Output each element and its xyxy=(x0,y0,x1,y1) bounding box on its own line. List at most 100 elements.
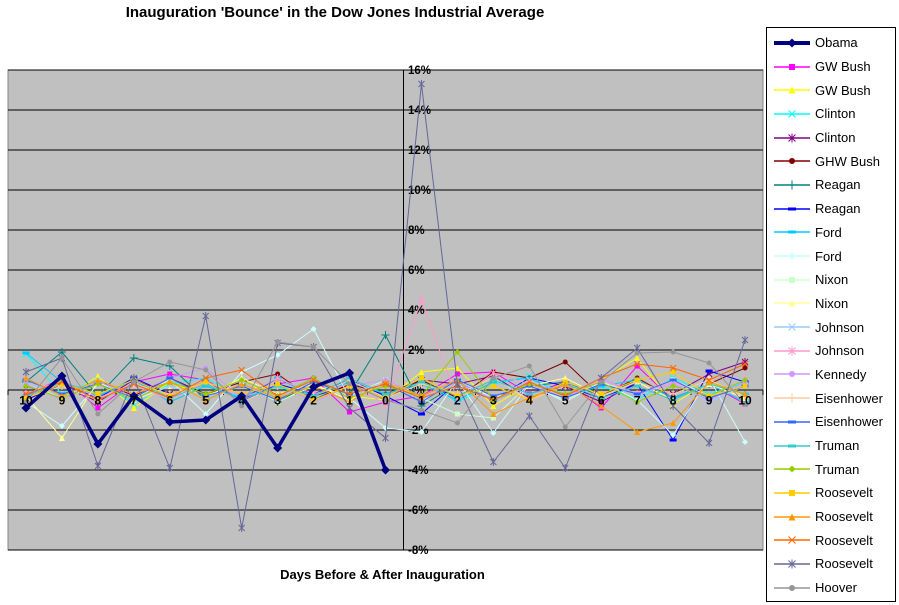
x-tick-label: 0 xyxy=(382,394,389,408)
x-tick-label: 8 xyxy=(670,394,677,408)
x-axis-title: Days Before & After Inauguration xyxy=(280,567,485,582)
x-tick-label: 6 xyxy=(166,394,173,408)
legend-label: Roosevelt xyxy=(815,509,873,525)
legend-line-swatch xyxy=(774,465,810,473)
y-tick-label: 16% xyxy=(408,65,431,77)
legend-line-swatch xyxy=(774,158,810,165)
x-tick-label: 7 xyxy=(130,394,137,408)
legend-item: Kennedy xyxy=(767,363,895,387)
legend-line-swatch xyxy=(774,371,810,378)
legend-item: Roosevelt xyxy=(767,552,895,576)
legend-item: Eisenhower xyxy=(767,386,895,410)
y-tick-label: 6% xyxy=(408,265,425,277)
legend-line-swatch xyxy=(774,444,810,448)
legend-label: Roosevelt xyxy=(815,532,873,548)
legend-label: Nixon xyxy=(815,295,849,311)
y-tick-label: 2% xyxy=(408,345,425,357)
x-tick-label: 5 xyxy=(562,394,569,408)
legend-label: Roosevelt xyxy=(815,485,873,501)
legend-line-swatch xyxy=(774,276,810,283)
legend-label: Johnson xyxy=(815,319,865,335)
legend-item: Johnson xyxy=(767,315,895,339)
legend-label: GW Bush xyxy=(815,82,871,98)
legend-label: GW Bush xyxy=(815,59,871,75)
legend-line-swatch xyxy=(774,536,810,545)
x-tick-label: 9 xyxy=(706,394,713,408)
plot-area: 16%14%12%10%8%6%4%2%0%-2%-4%-6%-8%10 9 8 7 6… xyxy=(7,65,764,557)
legend-item: Roosevelt xyxy=(767,505,895,529)
legend-item: Ford xyxy=(767,221,895,245)
legend-item: Hoover xyxy=(767,576,895,600)
x-tick-label: 10 xyxy=(19,394,33,408)
legend-label: Eisenhower xyxy=(815,414,883,430)
legend-item: Roosevelt xyxy=(767,481,895,505)
legend-item: Reagan xyxy=(767,197,895,221)
x-tick-label: 1 xyxy=(346,394,353,408)
legend-label: Obama xyxy=(815,35,858,51)
legend-label: Ford xyxy=(815,248,842,264)
y-tick-label: -6% xyxy=(408,505,428,517)
legend-line-swatch xyxy=(774,252,810,260)
legend-line-swatch xyxy=(774,559,810,569)
x-tick-label: 2 xyxy=(310,394,317,408)
legend-label: Kennedy xyxy=(815,366,867,382)
legend-item: Ford xyxy=(767,244,895,268)
legend-item: Johnson xyxy=(767,339,895,363)
x-tick-label: 4 xyxy=(526,394,533,408)
legend-line-swatch xyxy=(774,133,810,143)
legend-line-swatch xyxy=(774,420,810,424)
x-tick-label: 9 xyxy=(59,394,66,408)
x-tick-label: 8 xyxy=(95,394,102,408)
legend-label: Hoover xyxy=(815,580,857,596)
x-tick-label: 10 xyxy=(738,394,752,408)
legend-line-swatch xyxy=(774,110,810,118)
legend-item: GW Bush xyxy=(767,78,895,102)
x-tick-label: 3 xyxy=(490,394,497,408)
legend-label: Nixon xyxy=(815,272,849,288)
legend-item: Clinton xyxy=(767,102,895,126)
legend-line-swatch xyxy=(774,180,810,190)
legend-label: Roosevelt xyxy=(815,556,873,572)
y-tick-label: 12% xyxy=(408,145,431,157)
legend-line-swatch xyxy=(774,63,810,70)
legend-line-swatch xyxy=(774,38,810,48)
legend-label: GHW Bush xyxy=(815,153,881,169)
x-tick-label: 1 xyxy=(418,394,425,408)
legend-line-swatch xyxy=(774,299,810,307)
legend-label: Reagan xyxy=(815,177,861,193)
legend-label: Clinton xyxy=(815,130,856,146)
legend-item: Reagan xyxy=(767,173,895,197)
y-tick-label: 8% xyxy=(408,225,425,237)
y-tick-label: 10% xyxy=(408,185,431,197)
legend-label: Truman xyxy=(815,461,860,477)
legend-label: Eisenhower xyxy=(815,390,883,406)
legend-label: Ford xyxy=(815,224,842,240)
legend-line-swatch xyxy=(774,489,810,496)
y-tick-label: 4% xyxy=(408,305,425,317)
y-tick-label: -2% xyxy=(408,425,428,437)
legend-line-swatch xyxy=(774,230,810,234)
x-tick-label: 5 xyxy=(202,394,209,408)
legend-item: GW Bush xyxy=(767,55,895,79)
legend-item: Eisenhower xyxy=(767,410,895,434)
legend-item: Nixon xyxy=(767,268,895,292)
legend-item: Obama xyxy=(767,31,895,55)
x-tick-label: 4 xyxy=(238,394,245,408)
legend-item: GHW Bush xyxy=(767,149,895,173)
legend-line-swatch xyxy=(774,207,810,211)
legend-item: Nixon xyxy=(767,292,895,316)
legend-item: Roosevelt xyxy=(767,528,895,552)
x-tick-label: 2 xyxy=(454,394,461,408)
legend-line-swatch xyxy=(774,393,810,403)
legend-label: Johnson xyxy=(815,343,865,359)
legend-item: Truman xyxy=(767,457,895,481)
legend-line-swatch xyxy=(774,513,810,521)
legend-label: Truman xyxy=(815,438,860,454)
y-tick-label: -8% xyxy=(408,545,428,557)
legend-line-swatch xyxy=(774,86,810,94)
legend-line-swatch xyxy=(774,584,810,591)
x-tick-label: 7 xyxy=(634,394,641,408)
legend-label: Reagan xyxy=(815,201,861,217)
legend-line-swatch xyxy=(774,346,810,356)
